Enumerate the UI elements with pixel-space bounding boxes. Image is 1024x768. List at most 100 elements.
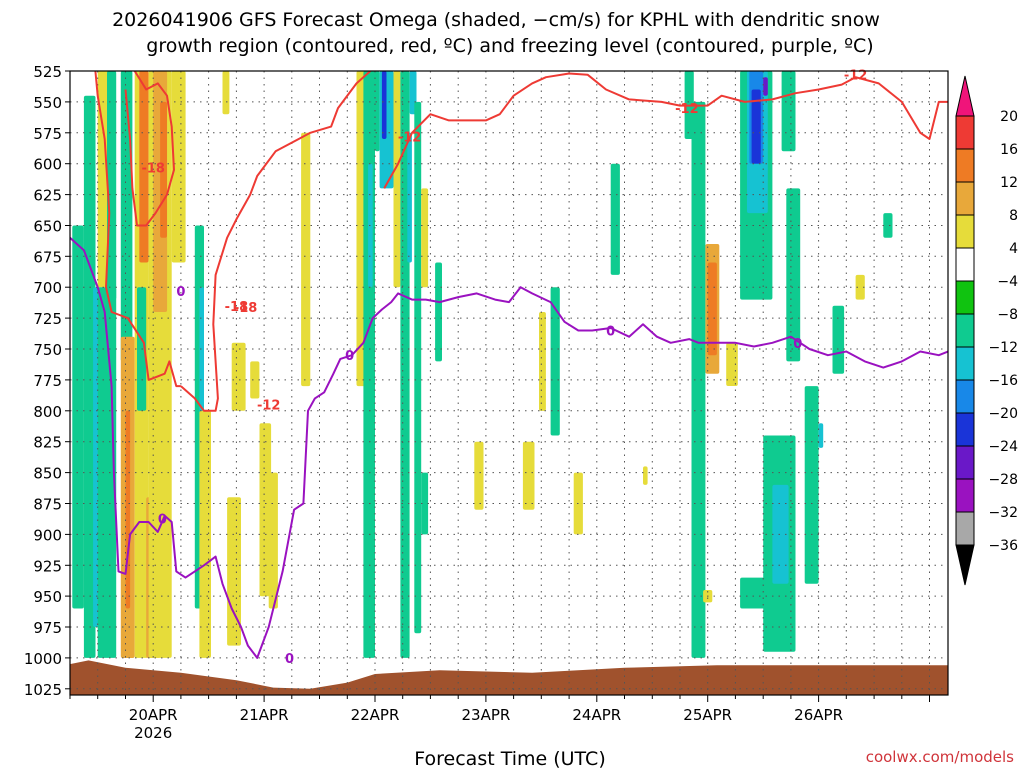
omega-cell-33 [381,71,387,139]
omega-cell-42 [474,441,484,510]
colorbar-label-3: 8 [1009,208,1018,224]
x-axis-label: Forecast Time (UTC) [414,748,605,768]
y-tick-label-675: 675 [33,248,62,266]
omega-cell-69 [883,213,893,238]
omega-cell-3 [97,71,110,288]
colorbar-label-12: −32 [988,505,1018,521]
omega-cell-32 [379,71,394,189]
omega-cell-29 [363,71,375,658]
colorbar-bin-7 [955,313,975,348]
y-tick-label-1025: 1025 [24,681,62,699]
colorbar-label-0: 20 [1000,109,1018,125]
omega-cell-23 [231,342,246,411]
colorbar-bin-14 [955,544,975,586]
omega-cell-47 [610,163,620,275]
contour-label-3: -12 [398,131,422,146]
omega-cell-67 [832,305,845,374]
omega-cell-38 [414,101,422,634]
omega-cell-17 [171,71,186,263]
omega-cell-52 [707,262,717,356]
omega-cell-26 [268,472,278,609]
y-tick-label-825: 825 [33,434,62,452]
omega-cell-48 [643,466,648,485]
colorbar-bin-6 [955,280,975,315]
x-tick-label-3: 23APR [461,706,510,724]
omega-cell-64 [772,484,789,584]
colorbar-bin-4 [955,214,975,249]
surface-terrain-fill [70,660,948,695]
contour-label-4: 0 [793,337,802,352]
y-tick-label-800: 800 [33,403,62,421]
contour-line-2 [180,71,372,412]
contour-extra-label-5: 0 [606,325,615,340]
colorbar-bin-3 [955,181,975,216]
x-tick-label-5: 25APR [683,706,732,724]
omega-cell-36 [407,132,412,263]
colorbar-bin-10 [955,412,975,447]
y-tick-label-550: 550 [33,94,62,112]
contour-label-2: -12 [257,399,281,414]
contour-extra-label-2: -18 [234,301,258,316]
omega-cell-58 [751,89,761,164]
x-tick-label-6: 26APR [794,706,843,724]
y-tick-label-1000: 1000 [24,650,62,668]
contour-line-0 [94,71,181,388]
contour-extra-label-3: 0 [176,285,185,300]
y-tick-label-525: 525 [33,63,62,81]
omega-cell-0 [72,225,84,609]
y-tick-label-725: 725 [33,310,62,328]
omega-cell-20 [199,410,211,658]
x-tick-label-1: 21APR [240,706,289,724]
chart-title-line-1: 2026041906 GFS Forecast Omega (shaded, −… [112,9,880,31]
contour-extra-label-4: 0 [345,349,354,364]
omega-cell-66 [818,423,824,448]
y-tick-label-925: 925 [33,557,62,575]
colorbar-label-7: −12 [988,340,1018,356]
colorbar-bin-1 [955,115,975,150]
x-tick-sublabel-0: 2026 [134,724,172,742]
omega-cell-53 [726,342,738,386]
contour-line-1 [124,71,175,227]
temperature-contours [70,71,948,659]
omega-cell-59 [763,77,768,96]
omega-cell-25 [259,423,272,597]
y-tick-label-700: 700 [33,279,62,297]
contour-label-1: -18 [225,300,249,315]
contour-extra-label-7: 0 [158,512,167,527]
chart-title-line-2: growth region (contoured, red, ºC) and f… [146,35,873,57]
y-tick-label-750: 750 [33,341,62,359]
colorbar-label-1: 16 [1000,142,1018,158]
colorbar-label-11: −28 [988,472,1018,488]
colorbar-label-13: −36 [988,538,1018,554]
omega-cell-24 [250,361,260,399]
y-tick-label-600: 600 [33,156,62,174]
grid-lines [70,71,948,695]
x-tick-label-4: 24APR [572,706,621,724]
colorbar-bin-5 [955,247,975,282]
colorbar-label-9: −20 [988,406,1018,422]
contour-line-4 [70,237,948,659]
plot-frame [69,70,949,696]
colorbar: 20 16 12 8 4 −4 −8 −12 −16 −20 −24 −28 −32 −36 [955,75,1018,586]
terrain-surface [70,660,948,695]
omega-cell-34 [393,71,401,288]
y-tick-label-650: 650 [33,218,62,236]
contour-label-0: -18 [141,161,165,176]
contour-extra-label-6: 0 [285,652,294,667]
colorbar-bin-8 [955,346,975,381]
x-tick-label-0: 20APR [129,706,178,724]
credit-text: coolwx.com/models [866,748,1014,766]
contour-line-3 [383,72,948,189]
colorbar-bin-11 [955,445,975,480]
colorbar-bin-13 [955,511,975,546]
omega-cell-43 [522,441,535,510]
colorbar-label-2: 12 [1000,175,1018,191]
y-axis: 525 550 575 600 625 650 675 700 725 750 775 800 825 8… [24,63,70,699]
omega-cell-1 [83,95,96,658]
omega-cell-45 [550,287,560,436]
omega-cell-22 [227,497,241,646]
omega-cell-41 [435,262,442,362]
